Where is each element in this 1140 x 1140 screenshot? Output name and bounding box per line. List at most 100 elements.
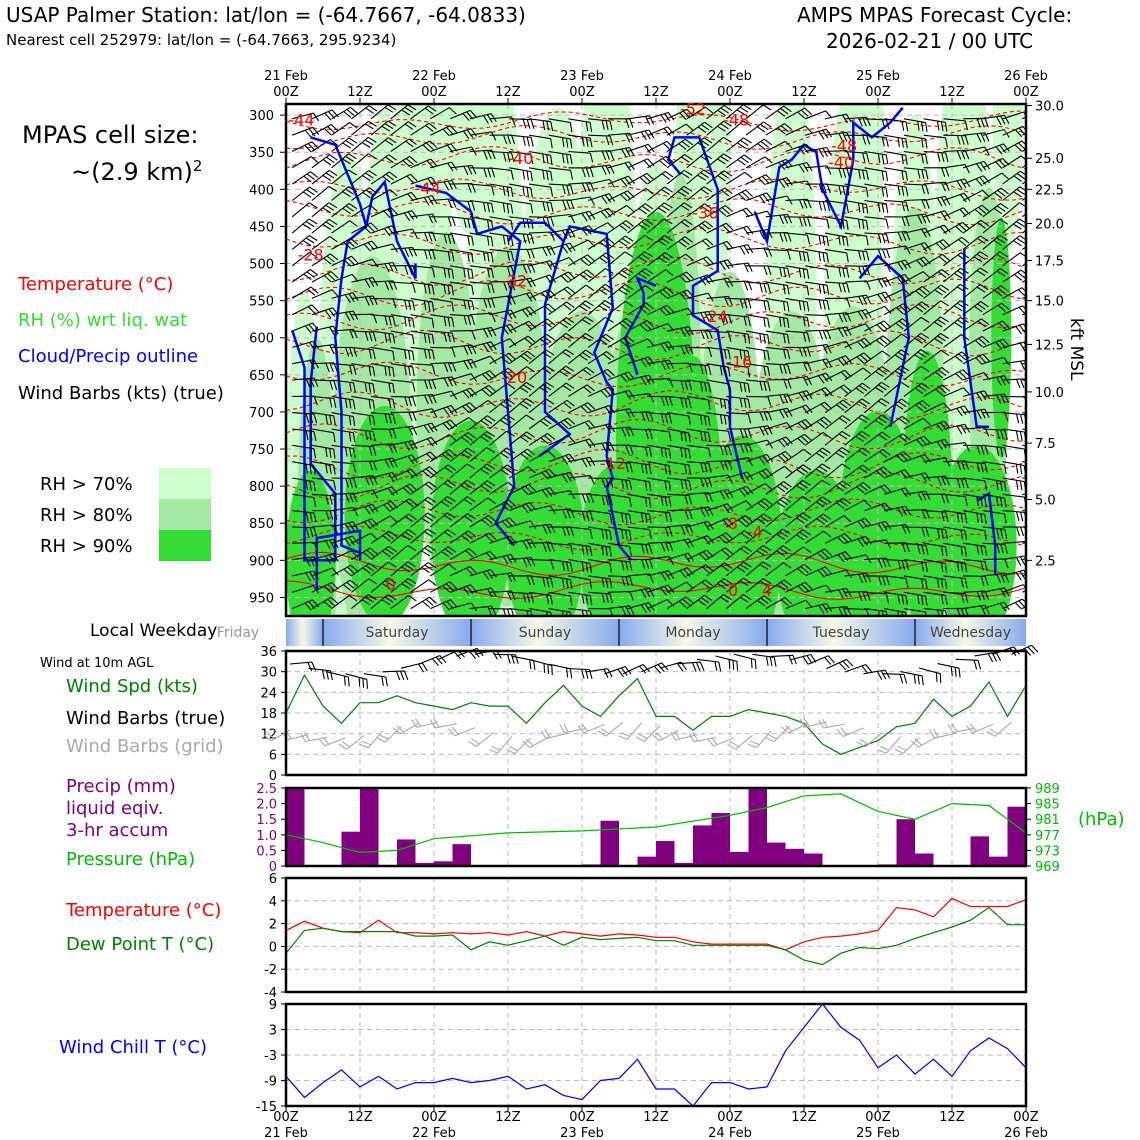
upper-wind-barb	[627, 587, 655, 599]
upper-wind-barb	[410, 265, 436, 278]
upper-wind-barb	[449, 602, 477, 612]
upper-wind-barb	[568, 366, 595, 381]
upper-wind-barb	[587, 207, 616, 219]
upper-wind-barb	[943, 559, 968, 573]
upper-wind-barb	[370, 500, 398, 512]
upper-wind-barb	[962, 318, 990, 332]
pressure-line	[285, 793, 1027, 854]
dew-point-line	[285, 906, 1026, 966]
precip-bar	[767, 842, 786, 866]
upper-wind-barb	[469, 447, 495, 463]
upper-wind-barb	[824, 384, 852, 397]
upper-wind-barb	[785, 546, 812, 561]
upper-wind-barb	[489, 517, 517, 529]
wind-barb-true	[622, 664, 650, 675]
upper-wind-barb	[548, 317, 575, 332]
wind-barb-grid	[856, 732, 883, 748]
upper-wind-barb	[667, 444, 691, 459]
upper-wind-barb	[982, 572, 1010, 584]
upper-wind-barb	[588, 510, 613, 524]
upper-wind-barb	[607, 147, 635, 158]
upper-wind-barb	[489, 116, 516, 126]
upper-wind-barb	[785, 265, 810, 279]
upper-wind-barb	[548, 134, 573, 149]
upper-wind-barb	[528, 575, 554, 588]
temperature-labels: -44-44-28-40-32-52-36-48-48-40-20-12-24-…	[288, 99, 857, 600]
upper-wind-barb	[804, 513, 832, 528]
cell-size-label: MPAS cell size:	[22, 121, 199, 149]
precip-bar	[452, 844, 471, 866]
upper-wind-barb	[292, 570, 319, 582]
upper-wind-barb	[706, 346, 731, 360]
upper-wind-barb	[430, 161, 458, 172]
pressure-unit-label: (hPa)	[1078, 809, 1125, 830]
upper-wind-barb	[548, 286, 576, 299]
upper-wind-barb	[331, 395, 356, 410]
cloud-outline-path	[963, 248, 989, 429]
upper-wind-barb	[943, 607, 969, 616]
wind-barb-true	[511, 655, 536, 670]
upper-wind-barb	[627, 356, 655, 368]
upper-wind-barb	[963, 590, 990, 601]
upper-wind-barb	[745, 297, 771, 311]
bottom-date-label: 21 Feb	[264, 1126, 308, 1140]
upper-wind-barb	[923, 349, 950, 365]
wind-barb-true	[567, 667, 593, 680]
panel-frame	[284, 876, 1028, 994]
upper-wind-barb	[824, 497, 851, 512]
upper-wind-barb	[982, 493, 1007, 508]
upper-wind-barb	[667, 428, 691, 443]
upper-wind-barb	[765, 213, 793, 225]
upper-wind-barb	[311, 395, 337, 408]
upper-wind-barb	[568, 284, 595, 299]
upper-wind-barb	[982, 411, 1009, 422]
pressure-axis: 300 350 400 450 500 550 600 650 700 750 800 850 900 9…	[249, 109, 286, 606]
upper-wind-barb	[509, 150, 534, 165]
upper-wind-barb	[805, 183, 831, 194]
upper-wind-barb	[785, 375, 813, 386]
wind-barb-grid	[468, 732, 494, 747]
upper-wind-barb	[489, 464, 516, 479]
upper-wind-barb	[745, 410, 773, 421]
upper-wind-barb	[666, 138, 694, 152]
upper-wind-barb	[706, 547, 733, 561]
upper-wind-barb	[607, 575, 634, 587]
upper-wind-barb	[765, 422, 793, 431]
upper-wind-barb	[884, 608, 907, 616]
upper-wind-barb	[706, 594, 732, 610]
upper-wind-barb	[489, 447, 515, 463]
wind-barb-grid	[818, 718, 846, 729]
upper-wind-barb	[607, 190, 635, 202]
upper-wind-barb	[667, 344, 694, 355]
temperature-label: -52	[680, 99, 706, 118]
upper-wind-barb	[371, 314, 396, 327]
pressure-tick-label: 981	[1035, 813, 1060, 828]
upper-wind-barb	[627, 558, 654, 569]
upper-wind-barb	[489, 608, 515, 616]
pressure-tick-label: 985	[1035, 798, 1060, 813]
wind-barb-true	[363, 673, 388, 687]
cloud-outline-path	[858, 254, 911, 428]
upper-wind-barb	[292, 493, 317, 507]
top-date-label: 22 Feb	[412, 69, 456, 84]
upper-wind-barb	[884, 524, 911, 534]
upper-wind-barb	[686, 153, 713, 169]
upper-wind-barb	[449, 128, 478, 140]
wind-barb-true	[733, 653, 757, 670]
wind-barb-true	[696, 658, 722, 672]
upper-wind-barb	[449, 447, 476, 463]
upper-wind-barb	[390, 281, 416, 293]
upper-wind-barb	[745, 156, 773, 169]
upper-wind-barb	[745, 346, 770, 361]
upper-wind-barb	[1002, 378, 1026, 389]
upper-wind-barb	[548, 332, 574, 348]
precip-bar	[360, 788, 379, 866]
upper-wind-barb	[292, 444, 317, 459]
upper-wind-barb	[745, 529, 772, 544]
upper-wind-barb	[686, 363, 712, 376]
upper-wind-barb	[528, 118, 554, 132]
upper-wind-barb	[1002, 170, 1026, 185]
upper-wind-barb	[331, 106, 358, 120]
upper-wind-barb	[844, 199, 869, 214]
upper-wind-barb	[765, 265, 791, 278]
